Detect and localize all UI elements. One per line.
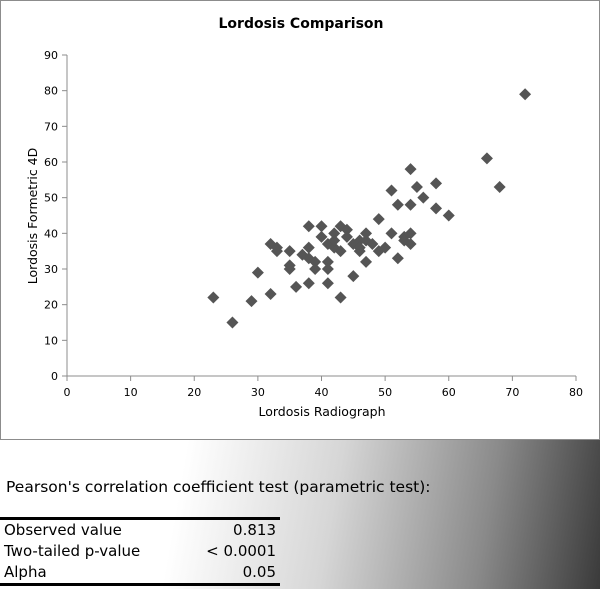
data-point — [385, 184, 398, 197]
data-point — [251, 266, 264, 279]
data-point — [315, 230, 328, 243]
stat-value: 0.813 — [181, 517, 280, 541]
data-point — [302, 277, 315, 290]
statistics-panel: Pearson's correlation coefficient test (… — [0, 440, 600, 589]
chart-frame: Lordosis Comparison 0 10 20 30 40 50 60 70 80 0 1… — [0, 0, 600, 440]
data-point — [226, 316, 239, 329]
x-axis-ticks: 0 10 20 30 40 50 60 70 80 — [64, 376, 583, 399]
stat-value: < 0.0001 — [206, 542, 276, 560]
y-tick-label: 70 — [44, 120, 58, 133]
data-point — [302, 241, 315, 254]
y-tick-label: 20 — [44, 299, 58, 312]
data-point — [366, 238, 379, 251]
x-tick-label: 80 — [569, 386, 583, 399]
x-axis-label: Lordosis Radiograph — [258, 404, 385, 419]
x-tick-label: 40 — [315, 386, 329, 399]
data-point — [334, 245, 347, 258]
data-point — [340, 230, 353, 243]
data-point — [321, 277, 334, 290]
data-point — [417, 191, 430, 204]
stat-label: Observed value — [0, 517, 182, 541]
data-point — [353, 241, 366, 254]
y-axis-ticks: 0 10 20 30 40 50 60 70 80 90 — [44, 49, 67, 383]
stat-label: Alpha — [0, 562, 182, 586]
data-point — [430, 177, 443, 190]
data-point — [321, 263, 334, 275]
y-tick-label: 90 — [44, 49, 58, 62]
data-point — [404, 238, 417, 251]
data-point — [334, 291, 347, 304]
stats-table: Observed value 0.813 Two-tailed p-value … — [0, 517, 280, 586]
data-point — [391, 198, 404, 211]
data-point — [404, 198, 417, 211]
data-point — [302, 220, 315, 233]
x-tick-label: 70 — [505, 386, 519, 399]
table-row: Two-tailed p-value < 0.0001 — [0, 541, 280, 562]
stat-label: Two-tailed p-value — [4, 542, 141, 560]
y-tick-label: 10 — [44, 334, 58, 347]
data-point — [519, 88, 532, 101]
data-point — [430, 202, 443, 215]
y-axis-label: Lordosis Formetric 4D — [25, 148, 40, 284]
data-point — [404, 227, 417, 240]
data-point — [404, 163, 417, 176]
data-point — [385, 227, 398, 240]
table-row: Observed value 0.813 — [0, 517, 280, 541]
x-tick-label: 60 — [442, 386, 456, 399]
data-point — [309, 255, 322, 268]
y-tick-label: 40 — [44, 227, 58, 240]
data-point — [328, 234, 341, 247]
data-point — [245, 295, 258, 308]
x-tick-label: 0 — [64, 386, 71, 399]
data-point — [379, 241, 392, 254]
x-tick-label: 30 — [251, 386, 265, 399]
scatter-chart: Lordosis Comparison 0 10 20 30 40 50 60 70 80 0 1… — [25, 16, 583, 419]
data-point — [207, 291, 220, 304]
data-point — [360, 227, 373, 240]
data-point — [309, 263, 322, 275]
data-point — [283, 245, 296, 258]
stat-value: 0.05 — [181, 562, 280, 586]
data-points — [207, 88, 532, 329]
data-point — [442, 209, 455, 222]
data-point — [391, 252, 404, 265]
data-point — [315, 220, 328, 233]
x-tick-label: 20 — [187, 386, 201, 399]
data-point — [290, 280, 303, 293]
test-title: Pearson's correlation coefficient test (… — [6, 478, 431, 496]
data-point — [360, 255, 373, 268]
y-tick-label: 0 — [51, 370, 58, 383]
table-row: Alpha 0.05 — [0, 562, 280, 586]
x-tick-label: 10 — [124, 386, 138, 399]
y-tick-label: 30 — [44, 263, 58, 276]
data-point — [410, 180, 423, 193]
data-point — [480, 152, 493, 165]
data-point — [353, 234, 366, 247]
data-point — [372, 213, 385, 226]
chart-title: Lordosis Comparison — [219, 16, 384, 32]
data-point — [340, 223, 353, 236]
y-tick-label: 60 — [44, 156, 58, 169]
data-point — [270, 245, 283, 258]
y-tick-label: 50 — [44, 192, 58, 205]
data-point — [264, 287, 277, 300]
data-point — [347, 270, 360, 283]
data-point — [283, 259, 296, 272]
data-point — [328, 227, 341, 240]
data-point — [321, 255, 334, 268]
x-tick-label: 50 — [378, 386, 392, 399]
data-point — [493, 180, 506, 193]
y-tick-label: 80 — [44, 85, 58, 98]
